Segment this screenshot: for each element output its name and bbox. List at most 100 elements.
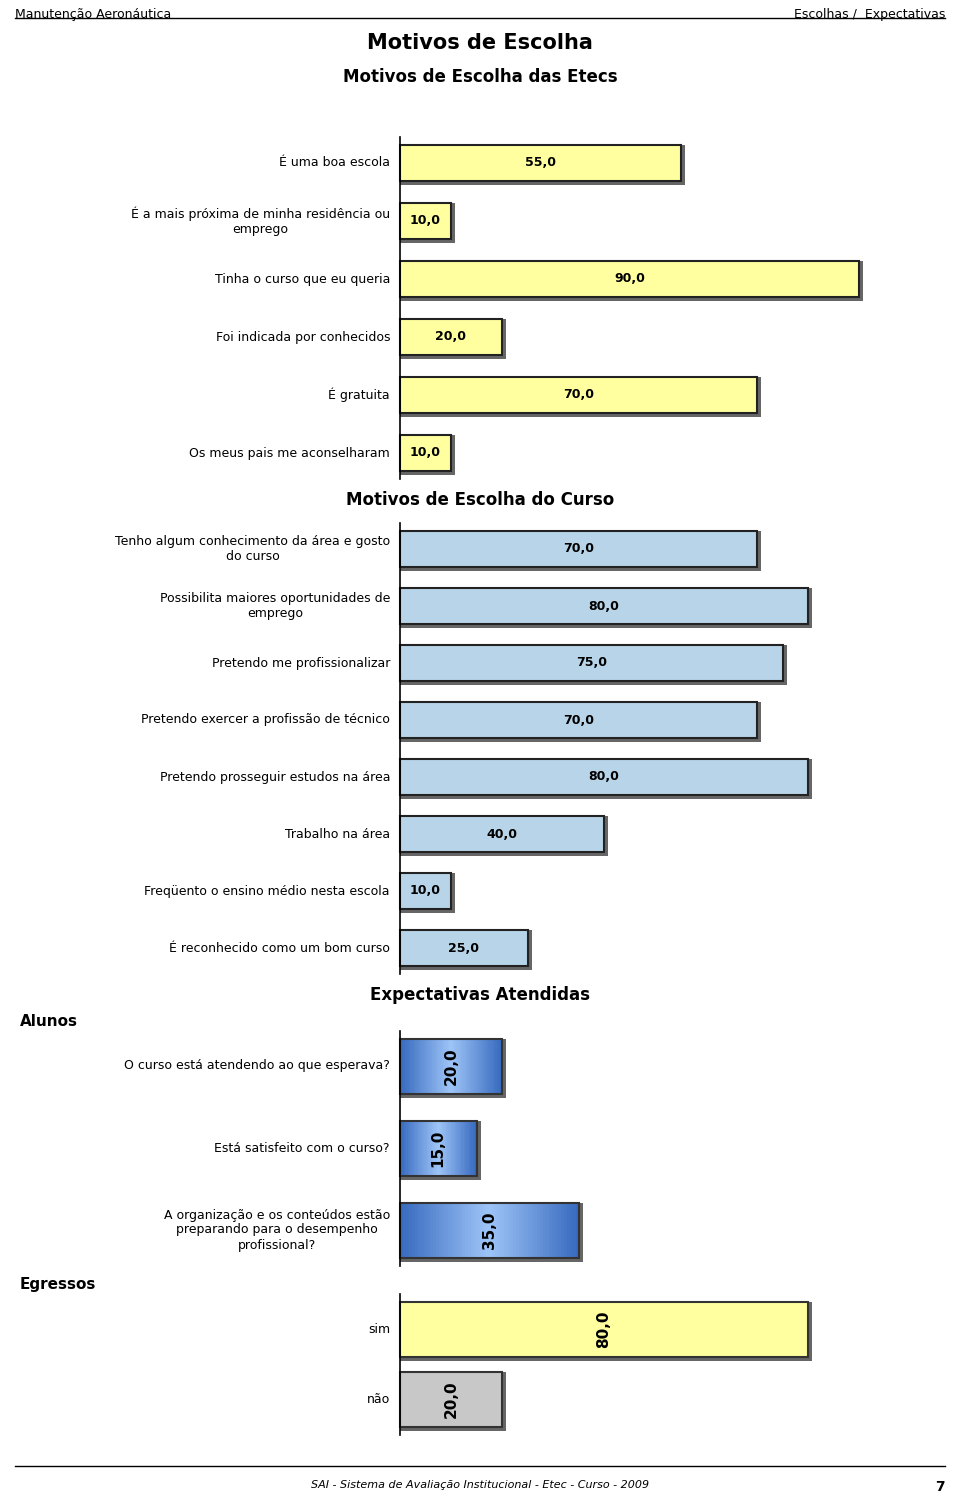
Bar — [782, 645, 786, 685]
Text: Motivos de Escolha do Curso: Motivos de Escolha do Curso — [346, 492, 614, 510]
Text: A organização e os conteúdos estão
preparando para o desempenho
profissional?: A organização e os conteúdos estão prepa… — [164, 1208, 390, 1252]
Text: 15,0: 15,0 — [431, 1129, 445, 1167]
Bar — [448, 1120, 450, 1176]
Bar — [400, 588, 808, 624]
Bar — [400, 531, 757, 567]
Bar — [400, 1372, 502, 1427]
Bar — [433, 1120, 435, 1176]
Bar — [460, 1202, 463, 1258]
Bar — [576, 1202, 579, 1258]
Bar — [400, 1301, 808, 1357]
Bar — [519, 1202, 522, 1258]
Bar — [465, 1039, 467, 1093]
Bar — [476, 1039, 479, 1093]
Bar — [400, 1093, 506, 1098]
Bar — [681, 145, 684, 185]
Text: SAI - Sistema de Avaliação Institucional - Etec - Curso - 2009: SAI - Sistema de Avaliação Institucional… — [311, 1479, 649, 1490]
Bar — [561, 1202, 564, 1258]
Bar — [418, 1120, 420, 1176]
Bar — [467, 1120, 468, 1176]
Bar — [400, 1357, 812, 1362]
Bar — [528, 1202, 532, 1258]
Bar — [400, 145, 681, 181]
Bar — [502, 1039, 506, 1098]
Bar — [504, 1202, 508, 1258]
Bar — [500, 1039, 502, 1093]
Bar — [400, 737, 761, 742]
Bar — [451, 873, 455, 912]
Bar — [400, 873, 451, 909]
Bar — [451, 434, 455, 475]
Bar — [447, 1202, 451, 1258]
Bar — [400, 1039, 502, 1093]
Bar — [412, 1120, 413, 1176]
Text: Egressos: Egressos — [20, 1277, 96, 1292]
Bar — [423, 1039, 426, 1093]
Bar — [435, 1120, 436, 1176]
Bar — [485, 1039, 487, 1093]
Text: Pretendo exercer a profissão de técnico: Pretendo exercer a profissão de técnico — [141, 713, 390, 727]
Text: Os meus pais me aconselharam: Os meus pais me aconselharam — [189, 446, 390, 460]
Bar — [457, 1202, 460, 1258]
Bar — [534, 1202, 538, 1258]
Bar — [439, 1120, 440, 1176]
Bar — [431, 1120, 432, 1176]
Bar — [569, 1202, 573, 1258]
Bar — [579, 1202, 583, 1262]
Text: Manutenção Aeronáutica: Manutenção Aeronáutica — [15, 8, 171, 21]
Bar — [403, 1202, 406, 1258]
Bar — [470, 1120, 472, 1176]
Bar — [401, 1039, 404, 1093]
Bar — [549, 1202, 552, 1258]
Bar — [420, 1039, 422, 1093]
Bar — [483, 1202, 487, 1258]
Bar — [410, 1039, 413, 1093]
Bar — [475, 1039, 477, 1093]
Bar — [564, 1202, 567, 1258]
Bar — [808, 759, 812, 799]
Bar — [416, 1039, 418, 1093]
Bar — [463, 1120, 465, 1176]
Bar — [400, 470, 455, 475]
Bar — [400, 624, 812, 627]
Bar — [427, 1039, 429, 1093]
Bar — [400, 567, 761, 572]
Text: sim: sim — [368, 1323, 390, 1336]
Bar — [406, 1202, 409, 1258]
Bar — [471, 1039, 473, 1093]
Bar — [413, 1120, 415, 1176]
Bar — [537, 1202, 540, 1258]
Bar — [808, 1301, 812, 1362]
Bar — [430, 1202, 433, 1258]
Text: 55,0: 55,0 — [525, 157, 556, 169]
Bar — [421, 1120, 423, 1176]
Bar — [417, 1120, 419, 1176]
Text: Escolhas /  Expectativas: Escolhas / Expectativas — [794, 8, 945, 21]
Bar — [445, 1120, 447, 1176]
Bar — [444, 1202, 448, 1258]
Bar — [455, 1120, 457, 1176]
Text: 80,0: 80,0 — [596, 1310, 612, 1348]
Bar — [417, 1039, 420, 1093]
Bar — [439, 1202, 443, 1258]
Bar — [542, 1202, 546, 1258]
Text: 70,0: 70,0 — [563, 543, 594, 555]
Bar — [491, 1039, 492, 1093]
Bar — [405, 1039, 407, 1093]
Bar — [540, 1202, 543, 1258]
Bar — [465, 1120, 467, 1176]
Text: 10,0: 10,0 — [410, 885, 441, 897]
Bar — [403, 1039, 405, 1093]
Text: 70,0: 70,0 — [563, 389, 594, 401]
Bar — [475, 1120, 477, 1176]
Bar — [400, 1120, 402, 1176]
Bar — [493, 1039, 495, 1093]
Bar — [456, 1120, 458, 1176]
Text: 25,0: 25,0 — [448, 941, 479, 955]
Bar — [400, 645, 782, 682]
Bar — [412, 1202, 416, 1258]
Bar — [808, 588, 812, 627]
Bar — [478, 1039, 480, 1093]
Bar — [431, 1039, 433, 1093]
Bar — [474, 1120, 476, 1176]
